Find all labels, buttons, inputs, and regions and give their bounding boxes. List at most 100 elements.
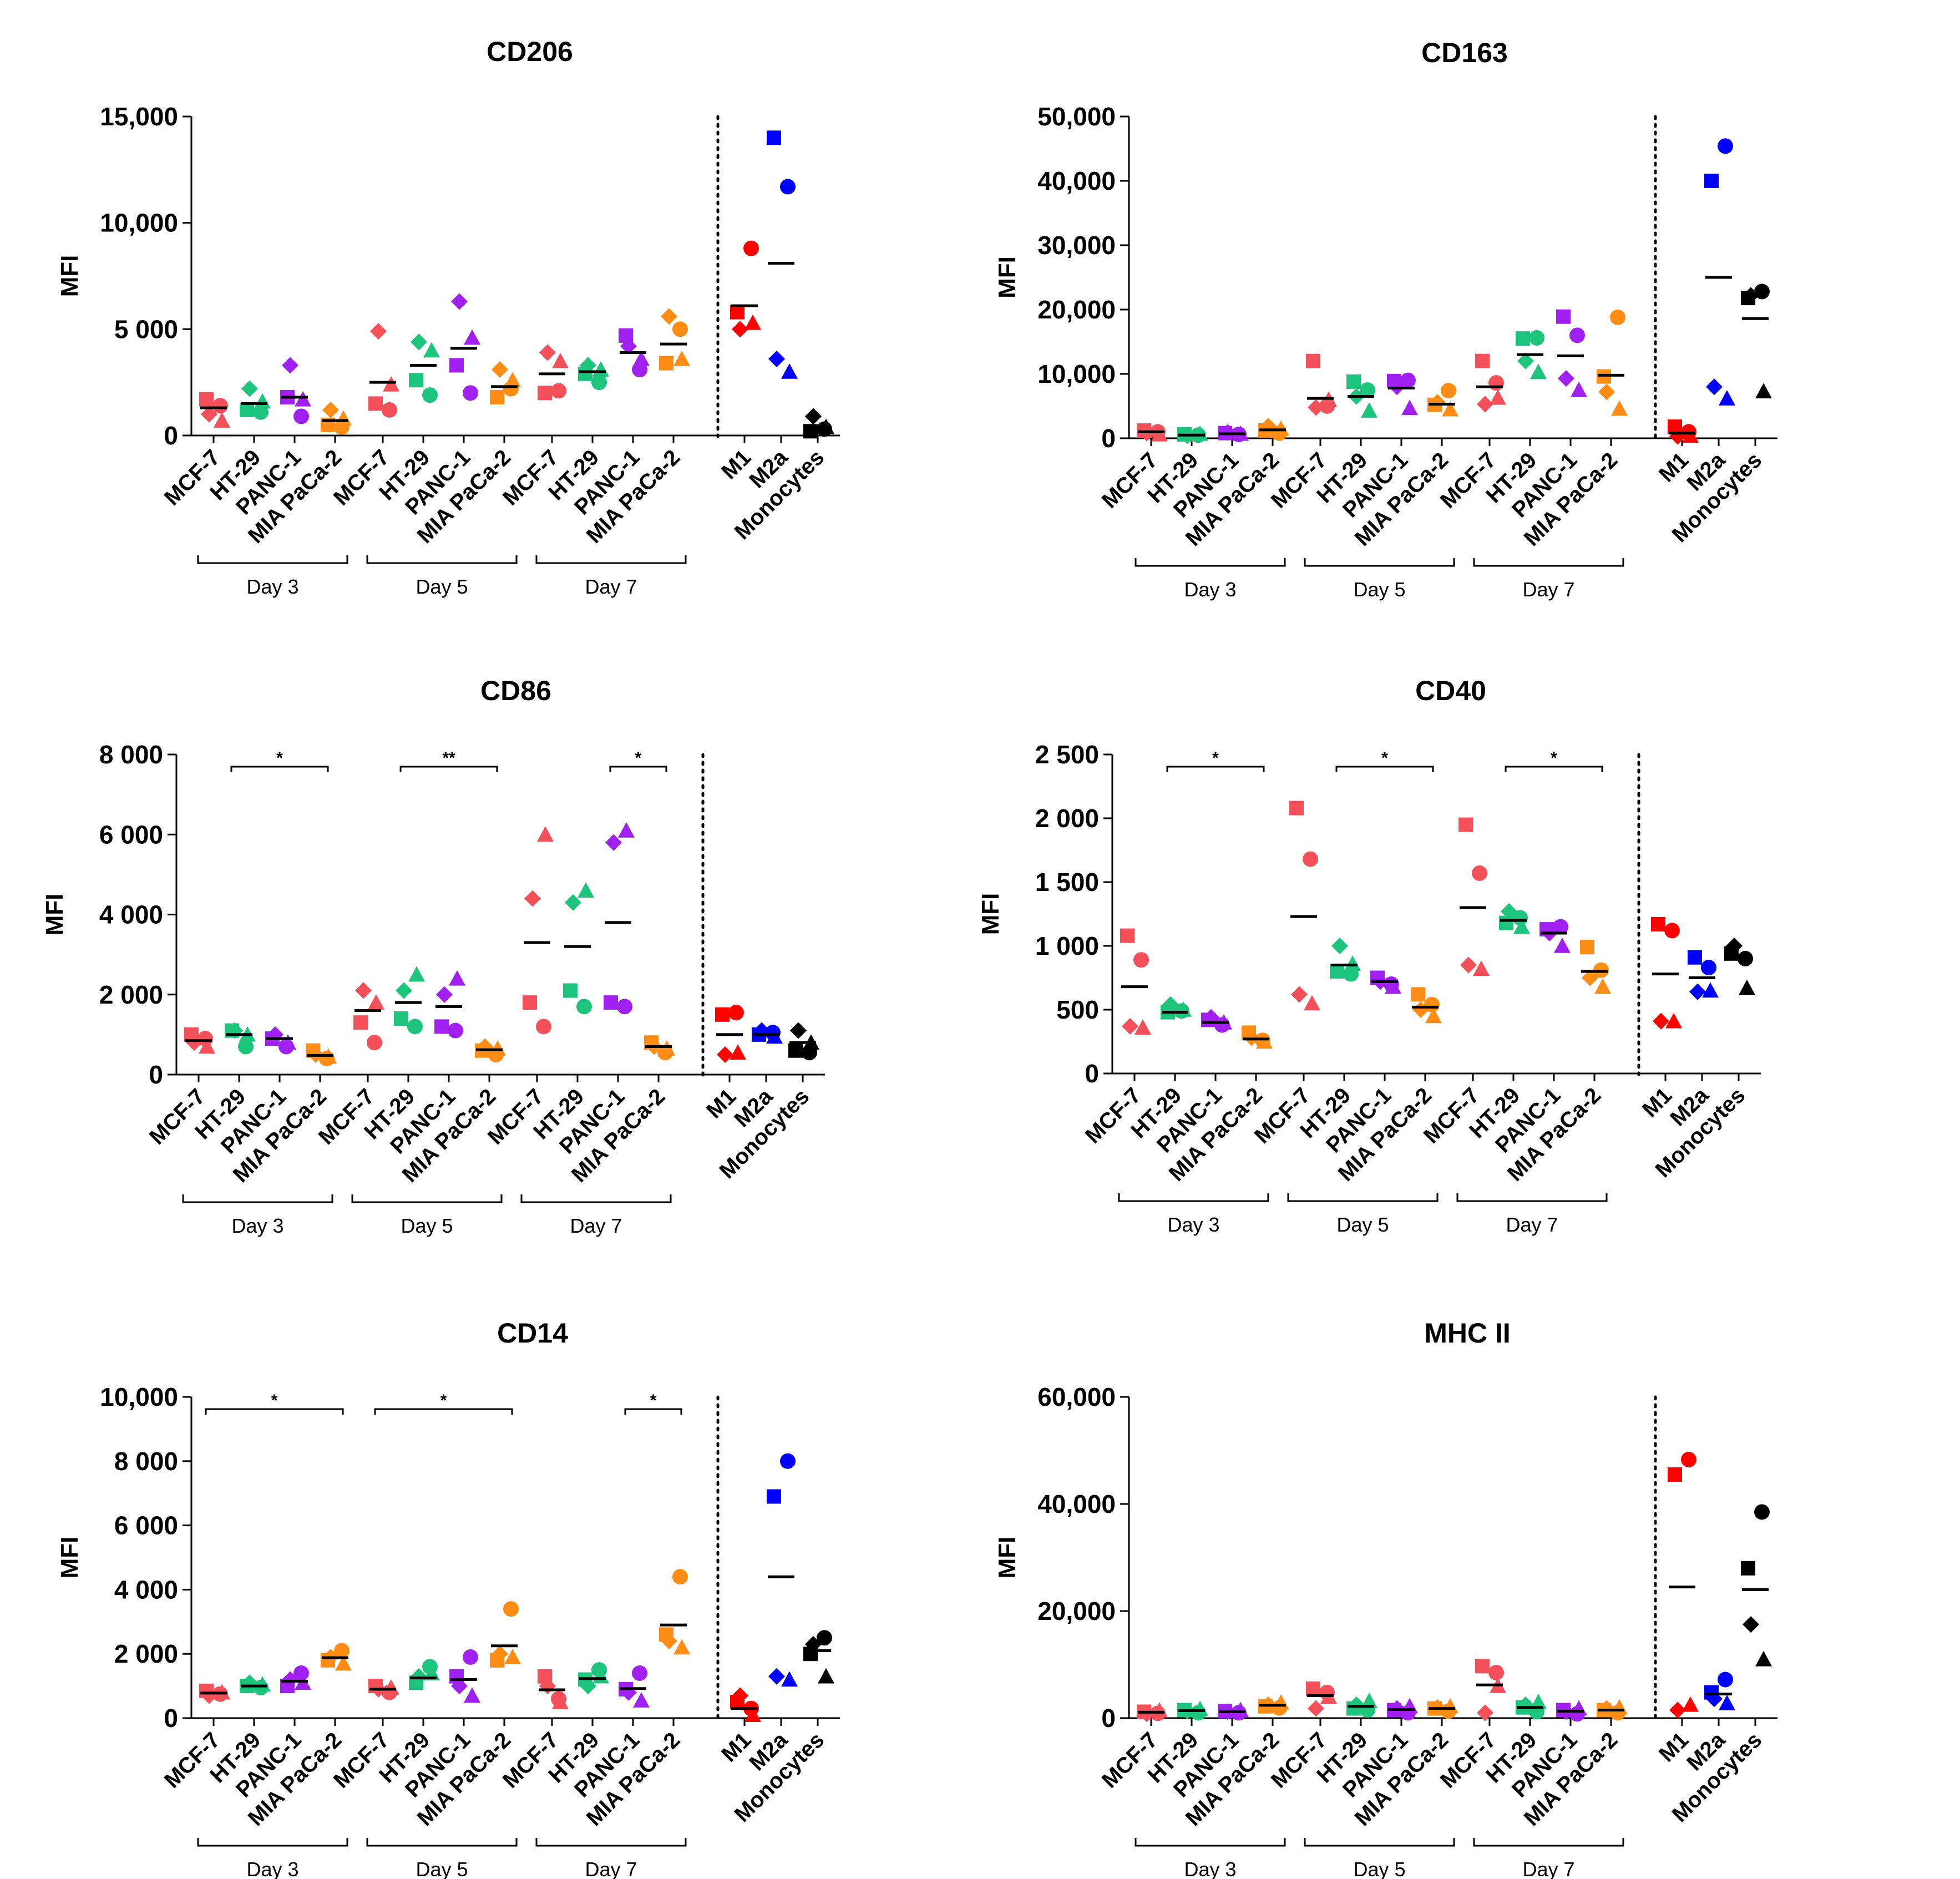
y-axis-label: MFI xyxy=(56,1537,83,1579)
data-point-mcf-7-triangle xyxy=(1151,426,1168,442)
data-point-mia-paca-2-diamond xyxy=(1598,383,1615,401)
data-point-panc-1-diamond xyxy=(451,293,468,310)
data-point-mia-paca-2-diamond xyxy=(661,1633,677,1650)
data-point-mcf-7-square xyxy=(1120,928,1135,943)
day-bracket xyxy=(520,1194,672,1203)
data-point-mia-paca-2-diamond xyxy=(1429,394,1446,411)
data-point-panc-1-diamond xyxy=(282,357,298,374)
data-point-mia-paca-2-triangle xyxy=(673,1639,690,1655)
data-point-ht-29-square xyxy=(1499,915,1513,930)
day-bracket xyxy=(1304,558,1455,567)
data-point-m2a-diamond xyxy=(1689,983,1706,1000)
y-tick-label: 0 xyxy=(1101,424,1116,453)
data-point-mia-paca-2-triangle xyxy=(673,351,690,366)
data-point-ht-29-diamond xyxy=(565,894,581,911)
data-point-mcf-7-triangle xyxy=(199,1038,215,1054)
significance-label: * xyxy=(440,1391,447,1410)
data-point-monocytes-circle xyxy=(1754,1504,1770,1520)
day-bracket xyxy=(182,1194,333,1203)
data-point-monocytes-square xyxy=(1741,1561,1755,1576)
data-point-m1-triangle xyxy=(1682,427,1699,443)
data-point-ht-29-triangle xyxy=(1344,955,1361,971)
day-label: Day 3 xyxy=(246,575,298,598)
data-point-ht-29-triangle xyxy=(254,1676,271,1691)
data-point-panc-1-triangle xyxy=(1385,978,1401,994)
data-point-mcf-7-triangle xyxy=(1304,995,1320,1011)
significance-bar xyxy=(374,1408,513,1415)
data-point-panc-1-triangle xyxy=(295,391,311,407)
data-point-mcf-7-circle xyxy=(551,383,566,399)
data-point-m1-diamond xyxy=(732,1687,748,1704)
chart-title: MHC II xyxy=(1424,1318,1511,1349)
day-label: Day 5 xyxy=(1336,1213,1389,1236)
data-point-mia-paca-2-triangle xyxy=(1442,401,1458,417)
data-point-mcf-7-square xyxy=(199,392,214,407)
data-point-mcf-7-diamond xyxy=(370,323,387,340)
data-point-mcf-7-triangle xyxy=(383,376,399,392)
data-point-panc-1-circle xyxy=(448,1022,463,1039)
data-point-ht-29-diamond xyxy=(241,380,258,397)
data-point-ht-29-diamond xyxy=(411,1668,427,1685)
data-point-panc-1-triangle xyxy=(464,1687,480,1703)
panel-cd163: CD163MFI010,00020,00030,00040,00050,000M… xyxy=(994,37,1777,601)
data-point-m1-triangle xyxy=(1665,1012,1682,1029)
day-bracket xyxy=(535,555,687,564)
y-tick-label: 500 xyxy=(1056,995,1099,1024)
data-point-m1-triangle xyxy=(730,1044,746,1060)
data-point-mia-paca-2-circle xyxy=(672,1569,688,1585)
data-point-monocytes-triangle xyxy=(1755,1650,1772,1667)
y-tick-label: 0 xyxy=(164,1704,178,1733)
data-point-mia-paca-2-circle xyxy=(1610,309,1625,325)
significance-bar xyxy=(205,1408,344,1415)
data-point-mcf-7-square xyxy=(1458,817,1473,832)
data-point-ht-29-diamond xyxy=(1331,938,1348,954)
data-point-mcf-7-triangle xyxy=(552,1694,569,1709)
data-point-mcf-7-diamond xyxy=(1460,956,1477,974)
data-point-ht-29-square xyxy=(394,1011,408,1026)
data-point-m2a-circle xyxy=(780,1453,796,1469)
day-bracket xyxy=(1473,558,1624,567)
data-point-ht-29-triangle xyxy=(1192,425,1208,441)
data-point-mcf-7-square xyxy=(538,386,552,401)
data-point-mcf-7-diamond xyxy=(1308,1700,1324,1717)
data-point-m2a-triangle xyxy=(1702,982,1719,998)
data-point-mcf-7-circle xyxy=(1472,865,1487,881)
data-point-mia-paca-2-diamond xyxy=(492,1645,508,1663)
y-tick-label: 20,000 xyxy=(1037,295,1116,324)
data-point-m1-circle xyxy=(1681,1451,1696,1467)
significance-bar xyxy=(399,766,498,772)
data-point-mia-paca-2-circle xyxy=(1441,383,1456,399)
data-point-mcf-7-diamond xyxy=(1122,1017,1138,1035)
data-point-ht-29-triangle xyxy=(423,1664,440,1680)
data-point-mia-paca-2-triangle xyxy=(504,372,521,388)
data-point-mia-paca-2-square xyxy=(490,390,504,404)
data-point-monocytes-diamond xyxy=(805,1635,822,1653)
data-point-panc-1-circle xyxy=(463,1649,478,1665)
data-point-panc-1-triangle xyxy=(1232,1701,1249,1718)
data-point-mia-paca-2-triangle xyxy=(504,1648,521,1664)
data-point-panc-1-circle xyxy=(463,385,478,401)
y-tick-label: 0 xyxy=(149,1060,163,1089)
data-point-panc-1-circle xyxy=(1553,919,1568,935)
data-point-mcf-7-diamond xyxy=(1477,1704,1493,1721)
data-point-mia-paca-2-square xyxy=(659,356,673,371)
data-point-m1-circle xyxy=(743,240,759,256)
data-point-panc-1-square xyxy=(434,1019,449,1034)
data-point-mcf-7-circle xyxy=(1488,375,1504,391)
data-point-m1-triangle xyxy=(1682,1696,1699,1712)
data-point-mcf-7-triangle xyxy=(537,826,554,842)
data-point-mia-paca-2-triangle xyxy=(1611,400,1628,416)
data-point-mcf-7-diamond xyxy=(539,344,556,361)
data-point-monocytes-circle xyxy=(817,1630,832,1646)
y-axis-label: MFI xyxy=(994,1537,1021,1579)
data-point-ht-29-square xyxy=(240,403,254,417)
data-point-ht-29-diamond xyxy=(580,357,596,374)
data-point-ht-29-diamond xyxy=(1501,903,1517,920)
data-point-mcf-7-diamond xyxy=(186,1034,202,1051)
data-point-mcf-7-circle xyxy=(367,1035,382,1051)
data-point-ht-29-diamond xyxy=(396,982,412,999)
data-point-ht-29-diamond xyxy=(1348,1696,1365,1713)
y-tick-label: 8 000 xyxy=(99,740,163,769)
data-point-monocytes-diamond xyxy=(805,408,822,425)
